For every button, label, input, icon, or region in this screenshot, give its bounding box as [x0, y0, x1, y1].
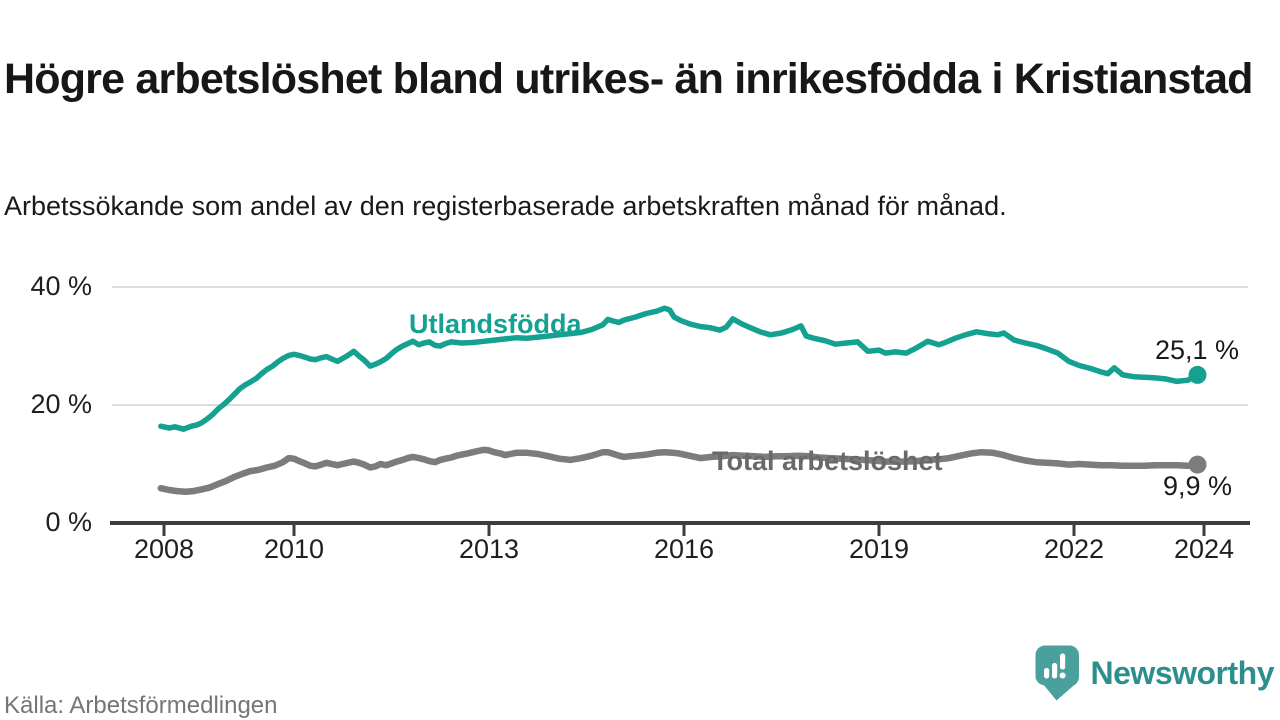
x-tick-label-2013: 2013 — [458, 534, 520, 564]
x-tick-label-2019: 2019 — [848, 534, 910, 564]
series-label-total-arbetsloshet: Total arbetslöshet — [712, 446, 943, 476]
x-tick-label-2010: 2010 — [263, 534, 325, 564]
x-tick-label-2024: 2024 — [1173, 534, 1235, 564]
total-arbetsloshet-line — [157, 446, 1201, 495]
exclamation-dot — [1059, 672, 1066, 679]
newsworthy-brand: Newsworthy — [1035, 645, 1275, 702]
total-arbetsloshet-end-dot — [1188, 455, 1207, 474]
chart-subtitle: Arbetssökande som andel av den registerb… — [4, 191, 1007, 221]
y-tick-label-40: 40 % — [30, 270, 92, 301]
exclamation-stem — [1059, 653, 1065, 670]
x-tick-label-2022: 2022 — [1043, 534, 1105, 564]
source-attribution: Källa: Arbetsförmedlingen — [4, 692, 278, 719]
page-title: Högre arbetslöshet bland utrikes- än inr… — [4, 54, 1253, 103]
end-value-label-utlandsfodda: 25,1 % — [1155, 335, 1240, 365]
speech-bubble-shape — [1035, 645, 1079, 701]
newsworthy-bar-chart-bubble-icon — [1035, 645, 1079, 701]
utlandsfodda-end-dot — [1188, 365, 1207, 384]
bar-tall — [1051, 663, 1057, 679]
utlandsfodda-line — [158, 305, 1201, 432]
bar-short — [1043, 668, 1049, 679]
newsworthy-wordmark: Newsworthy — [1090, 655, 1275, 691]
x-tick-label-2008: 2008 — [133, 534, 195, 564]
end-value-label-total-arbetsloshet: 9,9 % — [1162, 471, 1232, 501]
x-tick-label-2016: 2016 — [653, 534, 715, 564]
y-tick-label-0: 0 % — [45, 506, 92, 537]
y-tick-label-20: 20 % — [30, 388, 92, 419]
series-label-utlandsfodda: Utlandsfödda — [409, 309, 582, 339]
